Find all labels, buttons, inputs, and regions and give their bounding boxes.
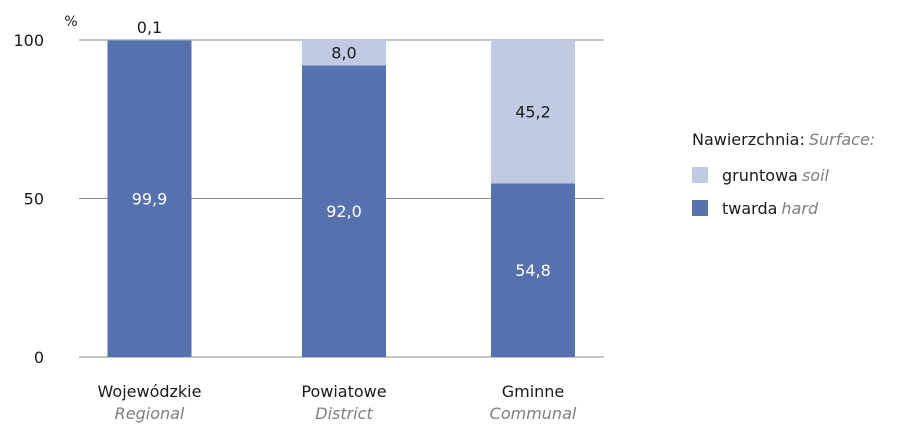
legend-item-soil: gruntowa soil xyxy=(692,165,875,185)
y-tick-label-50: 50 xyxy=(24,190,44,209)
data-label-hard-2: 92,0 xyxy=(326,202,362,221)
category-label-1: Wojewódzkie xyxy=(98,382,202,401)
data-label-soil-2: 8,0 xyxy=(331,44,356,63)
data-label-hard-1: 99,9 xyxy=(132,190,168,209)
y-tick-label-0: 0 xyxy=(34,348,44,367)
data-label-soil-1: 0,1 xyxy=(137,18,162,37)
legend-label-soil-en: soil xyxy=(801,165,829,185)
legend-label-soil-pl: gruntowa xyxy=(722,165,798,185)
legend-label-hard-en: hard xyxy=(781,198,819,218)
legend-swatch-soil xyxy=(692,167,708,183)
bar-soil-2 xyxy=(302,40,386,66)
legend-title-pl: Nawierzchnia: xyxy=(692,130,805,149)
data-label-hard-3: 54,8 xyxy=(515,261,551,280)
bar-hard-2 xyxy=(302,65,386,358)
data-label-soil-3: 45,2 xyxy=(515,103,551,122)
legend-title-en: Surface: xyxy=(808,130,876,149)
category-label-3: Gminne xyxy=(502,382,565,401)
legend: Nawierzchnia: Surface: gruntowa soil tward… xyxy=(692,130,875,231)
legend-label-hard-pl: twarda xyxy=(722,198,778,218)
y-unit-label: % xyxy=(64,14,77,30)
legend-title: Nawierzchnia: Surface: xyxy=(692,130,875,149)
category-label-en-1: Regional xyxy=(115,404,185,423)
bar-soil-3 xyxy=(491,40,575,184)
bar-hard-3 xyxy=(491,183,575,357)
bar-hard-1 xyxy=(107,40,192,357)
category-label-en-3: Communal xyxy=(490,404,577,423)
category-label-2: Powiatowe xyxy=(301,382,386,401)
category-label-en-2: District xyxy=(315,404,373,423)
y-tick-label-100: 100 xyxy=(13,31,44,50)
legend-swatch-hard xyxy=(692,200,708,216)
legend-item-hard: twarda hard xyxy=(692,198,875,218)
